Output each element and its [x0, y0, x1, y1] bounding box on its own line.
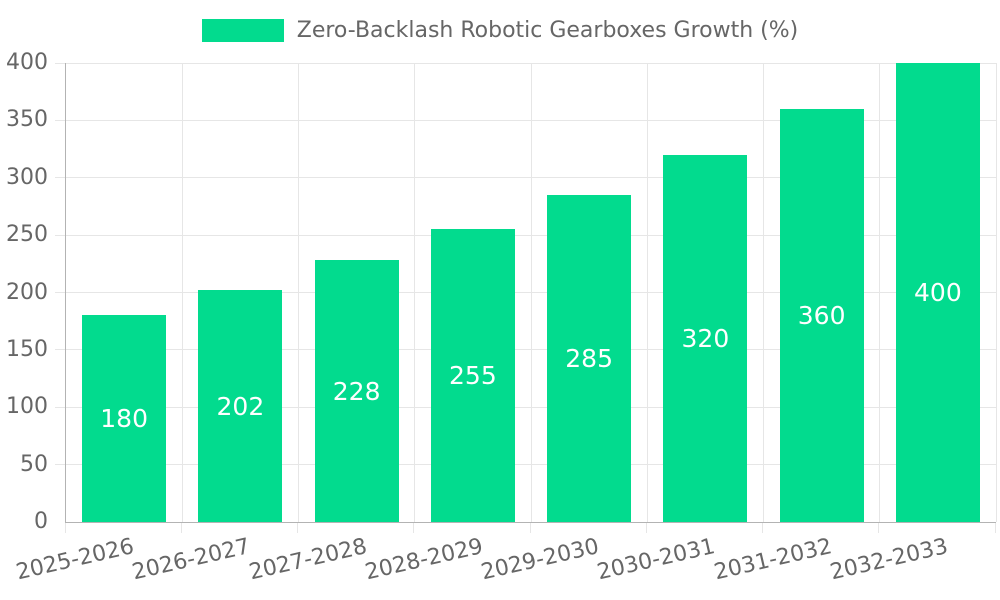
bar[interactable]: 320: [663, 154, 748, 522]
y-axis-tick-label: 400: [6, 50, 48, 75]
y-axis-tick-mark: [55, 177, 65, 179]
bar[interactable]: 255: [430, 229, 515, 522]
chart-legend: Zero-Backlash Robotic Gearboxes Growth (…: [0, 18, 1000, 43]
x-axis-tick-label: 2031-2032: [711, 534, 835, 586]
y-axis-tick-label: 250: [6, 222, 48, 248]
bar-value-label: 255: [449, 361, 497, 391]
gridline-vertical: [879, 63, 881, 522]
y-axis-tick-label: 300: [6, 164, 48, 190]
x-axis-tick-label: 2027-2028: [246, 534, 370, 586]
bar-value-label: 360: [797, 300, 846, 330]
bar[interactable]: 202: [198, 290, 283, 522]
x-axis-tick-mark: [529, 523, 531, 533]
gridline-vertical: [530, 63, 532, 522]
x-axis-tick-label: 2030-2031: [595, 534, 718, 586]
bar-value-label: 320: [681, 323, 730, 353]
gridline-vertical: [995, 63, 997, 522]
x-axis-tick-mark: [645, 523, 647, 533]
gridline-vertical: [181, 63, 183, 522]
gridline-vertical: [763, 63, 764, 522]
gridline-vertical: [298, 63, 299, 522]
bar-value-label: 228: [332, 376, 381, 406]
x-axis-tick-mark: [994, 523, 996, 533]
y-axis-tick-mark: [55, 406, 65, 408]
y-axis-tick-label: 350: [6, 107, 48, 133]
bar[interactable]: 180: [82, 315, 167, 522]
x-axis-tick-label: 2032-2033: [827, 534, 951, 586]
x-axis-tick-mark: [297, 523, 298, 533]
x-axis-tick-mark: [878, 523, 880, 533]
bar-value-label: 202: [216, 391, 265, 421]
y-axis-tick-label: 0: [34, 509, 48, 534]
y-axis-tick-mark: [55, 464, 65, 466]
y-axis-tick-mark: [55, 119, 65, 121]
bar[interactable]: 285: [547, 194, 632, 522]
y-axis-tick-mark: [55, 292, 65, 293]
x-axis-tick-mark: [413, 523, 415, 533]
legend-swatch-icon: [201, 19, 284, 42]
y-axis-tick-label: 100: [6, 394, 48, 420]
x-axis-tick-label: 2029-2030: [479, 534, 602, 586]
gridline-vertical: [414, 63, 416, 522]
x-axis-tick-label: 2028-2029: [362, 534, 486, 586]
bar[interactable]: 228: [314, 260, 399, 522]
legend-item[interactable]: Zero-Backlash Robotic Gearboxes Growth (…: [201, 18, 799, 43]
x-axis-tick-label: 2025-2026: [14, 534, 137, 586]
x-axis-tick-mark: [180, 523, 182, 533]
y-axis-tick-label: 200: [6, 279, 48, 305]
bar[interactable]: 400: [895, 63, 980, 522]
bar-value-label: 400: [914, 278, 962, 307]
x-axis-tick-label: 2026-2027: [130, 534, 253, 586]
y-axis-tick-label: 50: [20, 451, 48, 477]
gridline-vertical: [646, 63, 648, 522]
plot-area: 180 202 228 255 285 320 360 400: [65, 62, 997, 523]
y-axis-tick-mark: [55, 349, 65, 351]
bar[interactable]: 360: [779, 108, 864, 522]
bar-value-label: 180: [100, 404, 148, 434]
x-axis-tick-mark: [64, 523, 66, 533]
y-axis-tick-mark: [55, 62, 65, 64]
bar-value-label: 285: [565, 343, 613, 373]
y-axis-tick-label: 150: [6, 336, 48, 362]
legend-label: Zero-Backlash Robotic Gearboxes Growth (…: [296, 18, 799, 43]
y-axis-tick-mark: [55, 234, 65, 236]
x-axis-tick-mark: [762, 523, 763, 533]
